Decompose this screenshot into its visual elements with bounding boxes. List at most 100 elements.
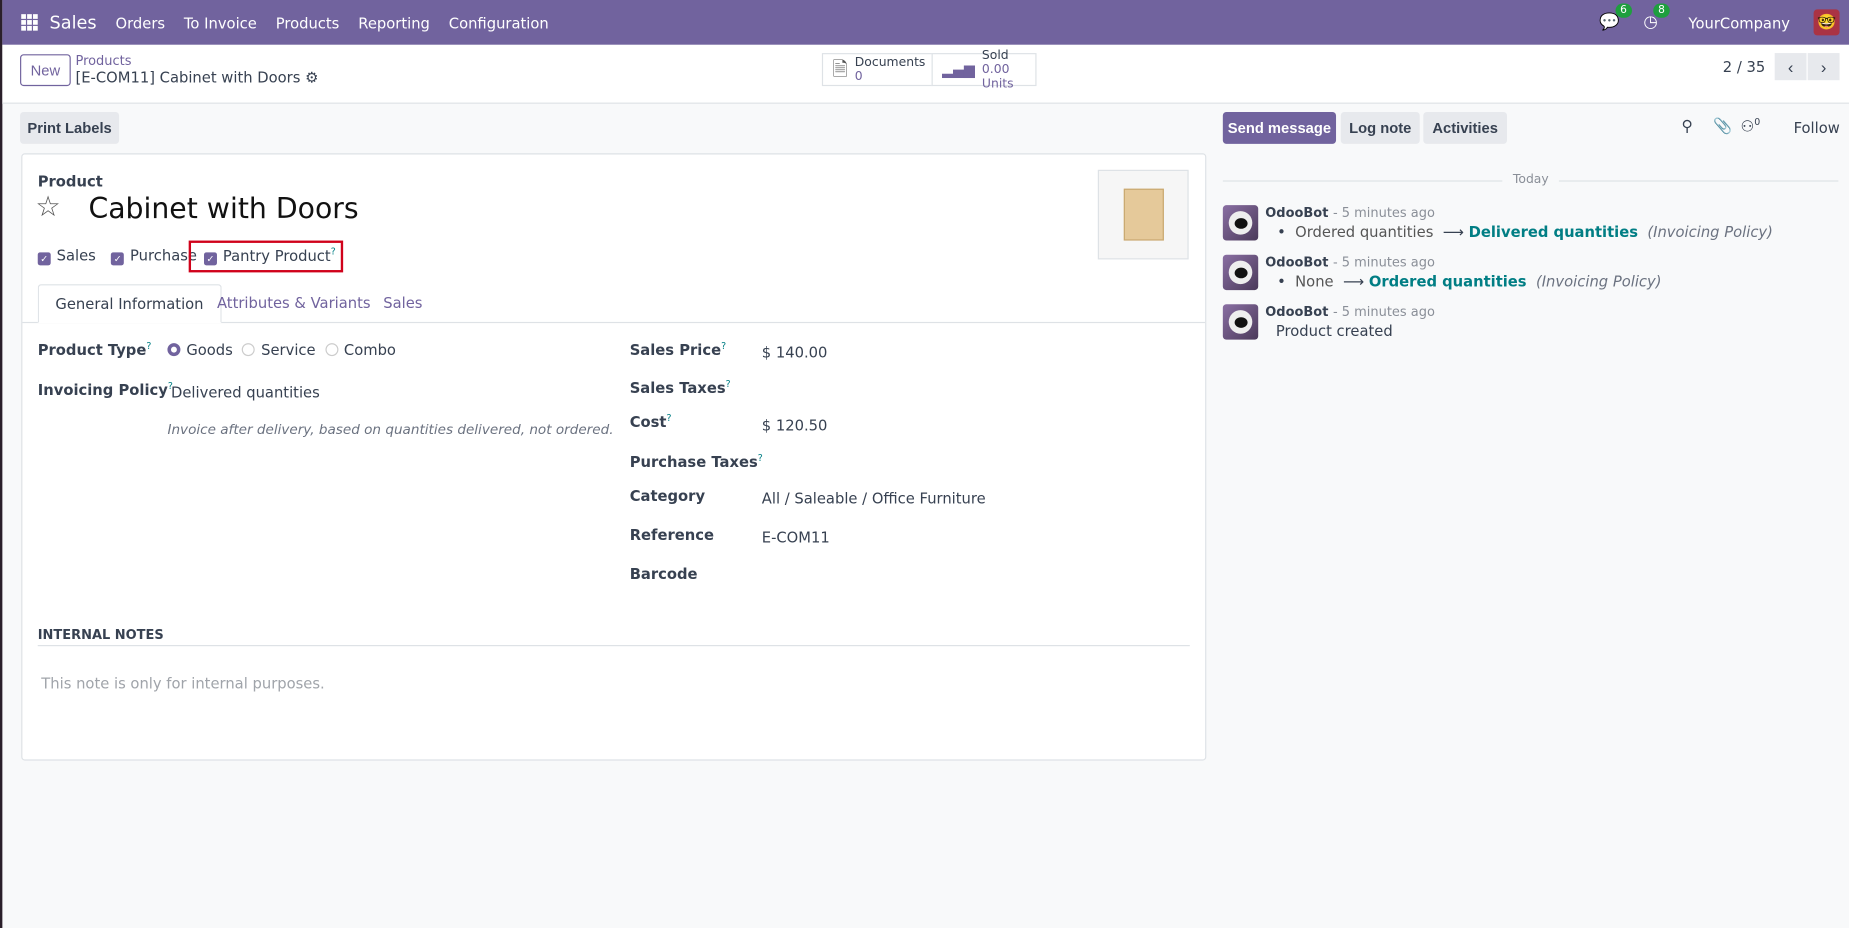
- form-sales-price-label: Sales Price: [629, 340, 722, 359]
- radio-goods[interactable]: Goods: [167, 340, 233, 359]
- form-purchase-taxes-label: Purchase Taxes: [629, 452, 758, 471]
- chatter-message: OdooBot - 5 minutes ago • Ordered quanti…: [1222, 205, 1840, 247]
- product-name-input[interactable]: Cabinet with Doors: [88, 192, 359, 226]
- element: Sold 0.00 Units: [982, 48, 1026, 90]
- menu-reporting[interactable]: Reporting: [358, 13, 430, 32]
- breadcrumb-products[interactable]: Products: [75, 53, 132, 69]
- app-menu-icon[interactable]: [21, 14, 38, 31]
- form-product-type-label: Product Type: [37, 340, 147, 359]
- element: [27, 20, 32, 25]
- element: ✓: [204, 252, 217, 266]
- divider: [37, 645, 1190, 647]
- element: [1234, 267, 1248, 278]
- radio-combo[interactable]: Combo: [325, 341, 396, 358]
- internal-notes-input[interactable]: This note is only for internal purposes.: [41, 674, 325, 693]
- purchase-checkbox[interactable]: ✓ Purchase: [111, 246, 197, 266]
- tab-sales[interactable]: Sales: [383, 293, 423, 312]
- person-icon: ⚇: [1740, 118, 1755, 136]
- sold-smart-button[interactable]: ▂▄▆ Sold 0.00 Units: [931, 48, 1037, 91]
- product-label: Product: [37, 172, 103, 190]
- chatter-messages-0-new: Delivered quantities: [1468, 222, 1638, 241]
- messages-badge: 6: [1615, 3, 1632, 18]
- menu-to-invoice[interactable]: To Invoice: [183, 13, 257, 32]
- activities-button[interactable]: Activities: [1423, 112, 1508, 144]
- menu-orders[interactable]: Orders: [115, 13, 166, 32]
- paperclip-icon[interactable]: 📎: [1713, 117, 1733, 136]
- category-label: Category: [629, 487, 706, 505]
- user-avatar[interactable]: 🤓: [1813, 9, 1840, 36]
- control-panel: New Products [E-COM11] Cabinet with Door…: [2, 44, 1849, 104]
- follow-button[interactable]: Follow: [1793, 119, 1840, 137]
- chatter-message: OdooBot - 5 minutes ago • None ⟶ Ordered…: [1222, 254, 1840, 297]
- documents-smart-button[interactable]: 🗎 Documents 0: [821, 53, 933, 87]
- sales-taxes-label: Sales Taxes?: [630, 379, 731, 397]
- pager-previous-button[interactable]: ‹: [1774, 53, 1807, 81]
- product-type-label: Product Type?: [38, 341, 152, 359]
- gear-icon[interactable]: ⚙: [305, 68, 319, 87]
- followers-button[interactable]: ⚇0: [1740, 117, 1760, 136]
- messages-icon[interactable]: 💬 6: [1599, 3, 1632, 32]
- form-product-type-options-1: Service: [261, 340, 316, 359]
- cost-input[interactable]: $ 120.50: [761, 416, 828, 434]
- element: [1228, 310, 1253, 334]
- chatter-messages-1-author: OdooBot: [1265, 254, 1329, 271]
- search-icon[interactable]: ⚲: [1681, 117, 1693, 136]
- element: 💬 6 ◷ 8 YourCompany 🤓: [1599, 0, 1840, 45]
- reference-input[interactable]: E-COM11: [761, 528, 830, 546]
- purchase-taxes-label: Purchase Taxes?: [630, 453, 763, 471]
- form-invoicing-policy-label: Invoicing Policy: [37, 381, 168, 399]
- sales-checkbox[interactable]: ✓ Sales: [37, 246, 96, 266]
- invoicing-policy-select[interactable]: Delivered quantities: [170, 383, 320, 401]
- pager-value[interactable]: 2 / 35: [1722, 57, 1766, 76]
- chatter-messages-1-time: - 5 minutes ago: [1332, 254, 1435, 271]
- help-icon[interactable]: ?: [330, 246, 336, 258]
- form-help-mark: ?: [146, 340, 152, 352]
- sales-checkbox-label: Sales: [56, 246, 96, 265]
- product-type-radio[interactable]: Goods Service Combo: [167, 340, 396, 359]
- tab-attributes-variants[interactable]: Attributes & Variants: [216, 293, 371, 312]
- pantry-product-checkbox[interactable]: ✓ Pantry Product?: [204, 246, 336, 266]
- pager-next-button[interactable]: ›: [1807, 53, 1840, 81]
- cabinet-image: [1123, 188, 1164, 241]
- form-product-type-options-0: Goods: [186, 340, 233, 359]
- element: [33, 14, 38, 19]
- print-labels-button[interactable]: Print Labels: [20, 112, 120, 144]
- activities-clock-icon[interactable]: ◷ 8: [1643, 3, 1670, 32]
- chatter-followers-count: 0: [1754, 116, 1761, 128]
- form-sales-taxes-label: Sales Taxes: [629, 378, 726, 397]
- element: [27, 25, 32, 31]
- chatter-message: OdooBot - 5 minutes ago Product created: [1222, 304, 1840, 346]
- menu-products[interactable]: Products: [275, 13, 340, 32]
- favorite-star-icon[interactable]: ☆: [35, 189, 61, 223]
- purchase-checkbox-label: Purchase: [130, 246, 197, 265]
- chatter-messages-2-author: OdooBot: [1265, 304, 1329, 320]
- documents-label: Documents: [854, 55, 926, 70]
- chatter-messages-0-time: - 5 minutes ago: [1332, 205, 1435, 221]
- chatter-messages-0-old: Ordered quantities: [1295, 222, 1434, 241]
- reference-label: Reference: [629, 525, 714, 544]
- cost-label: Cost?: [630, 413, 672, 431]
- sales-price-input[interactable]: $ 140.00: [761, 343, 828, 361]
- chatter-messages-1-field: (Invoicing Policy): [1535, 272, 1662, 291]
- documents-value: 0: [854, 69, 863, 84]
- invoicing-policy-label: Invoicing Policy?: [38, 381, 173, 399]
- menu-configuration[interactable]: Configuration: [448, 13, 549, 32]
- product-image[interactable]: [1097, 169, 1189, 260]
- top-navbar: Sales Orders To Invoice Products Reporti…: [2, 0, 1849, 45]
- category-input[interactable]: All / Saleable / Office Furniture: [761, 489, 986, 508]
- chatter-messages-2-text: Product created: [1275, 321, 1393, 340]
- company-switcher[interactable]: YourCompany: [1688, 13, 1791, 32]
- radio-service[interactable]: Service: [242, 340, 316, 359]
- app-name[interactable]: Sales: [49, 11, 97, 34]
- new-button[interactable]: New: [20, 54, 71, 87]
- element: Documents 0: [855, 55, 926, 83]
- element: [1228, 211, 1253, 235]
- send-message-button[interactable]: Send message: [1222, 112, 1337, 144]
- element: [33, 20, 38, 25]
- record-name: [E-COM11] Cabinet with Doors: [75, 68, 301, 87]
- odoobot-avatar: [1222, 304, 1259, 340]
- log-note-button[interactable]: Log note: [1340, 112, 1420, 144]
- chatter-messages-2-time: - 5 minutes ago: [1332, 304, 1435, 320]
- form-help-mark: ?: [757, 452, 763, 464]
- tab-general-information[interactable]: General Information: [37, 284, 222, 324]
